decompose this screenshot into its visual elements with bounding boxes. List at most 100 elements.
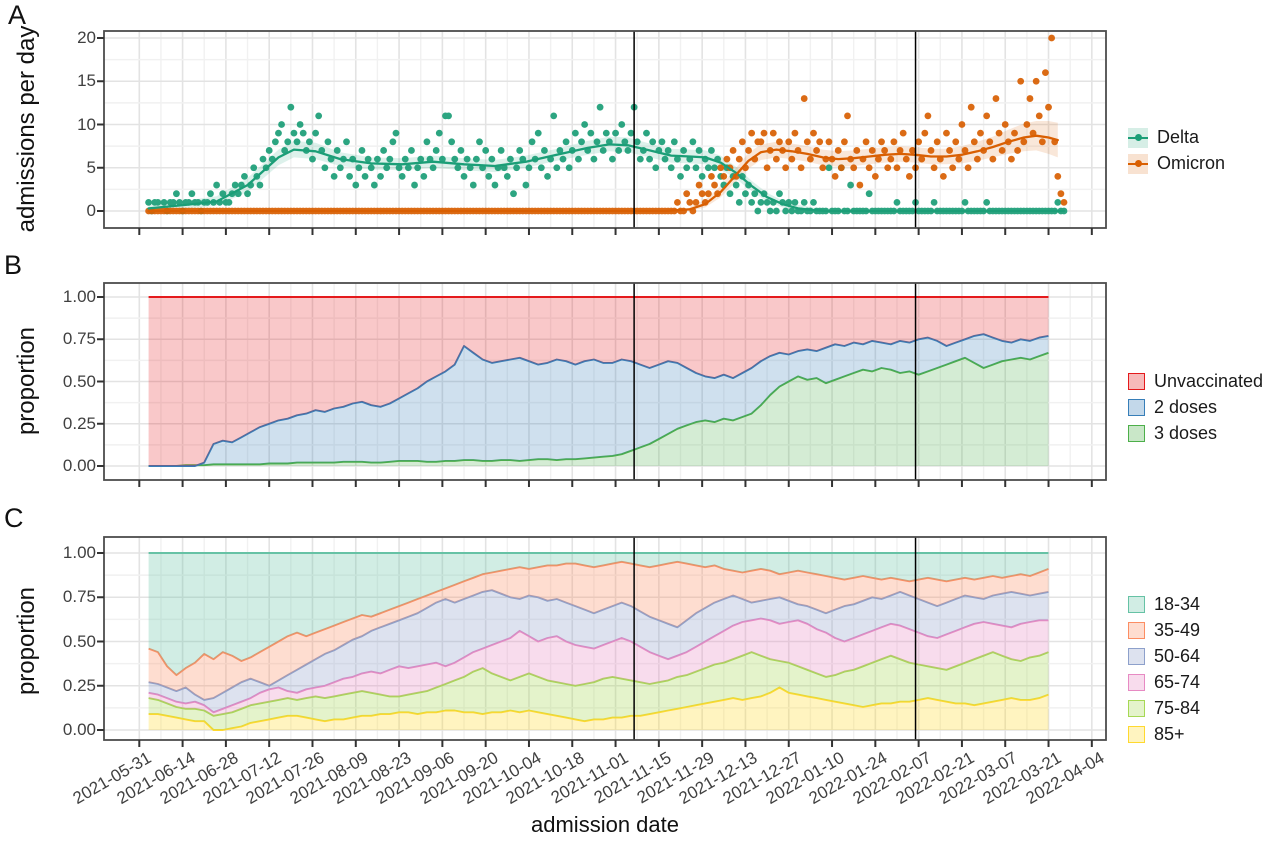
delta-point (590, 155, 598, 163)
omicron-point (881, 147, 889, 154)
omicron-point (899, 129, 907, 137)
omicron-point (946, 147, 953, 154)
omicron-point (973, 155, 981, 163)
delta-point (469, 181, 477, 189)
panel-border (103, 30, 1107, 229)
delta-point (497, 147, 505, 154)
delta-point (355, 164, 363, 172)
delta-point (612, 129, 619, 137)
delta-point (448, 138, 456, 146)
delta-point (571, 129, 579, 137)
y-tick-label: 0.25 (62, 675, 96, 695)
delta-point (336, 164, 344, 172)
omicron-point (952, 138, 960, 146)
omicron-point (1042, 69, 1049, 76)
omicron-point (986, 138, 994, 146)
delta-point (575, 155, 582, 163)
omicron-point (844, 112, 851, 120)
delta-point (296, 121, 304, 128)
delta-point (213, 181, 221, 189)
omicron-point (943, 129, 950, 137)
delta-point (352, 181, 360, 189)
omicron-point (995, 129, 1003, 137)
omicron-point (1054, 173, 1062, 180)
omicron-point (825, 138, 833, 146)
y-tick-label: 20 (77, 28, 96, 47)
legend-item: 2 doses (1128, 397, 1263, 418)
delta-point (383, 164, 391, 172)
omicron-point (850, 164, 858, 172)
omicron-point (875, 155, 882, 163)
omicron-point (893, 164, 901, 172)
omicron-point (704, 190, 712, 198)
delta-point (624, 147, 632, 154)
delta-point (664, 147, 672, 154)
area-unvaccinated (148, 297, 1049, 466)
delta-point (503, 173, 511, 180)
delta-point (825, 164, 833, 172)
omicron-point (1017, 77, 1025, 85)
delta-point (516, 147, 524, 154)
y-tick-label: 5 (86, 157, 96, 177)
panel-a-canvas (97, 30, 1107, 235)
delta-point (751, 190, 759, 198)
legend-key-swatch (1128, 726, 1145, 743)
legend-label: 75-84 (1154, 698, 1201, 718)
delta-point (380, 147, 388, 154)
omicron-point (868, 147, 876, 154)
area-50-64 (148, 590, 1049, 713)
delta-point (670, 138, 678, 146)
y-tick-label: 0.75 (62, 587, 96, 607)
delta-point (565, 164, 573, 172)
delta-point (259, 155, 267, 163)
omicron-point (698, 190, 706, 198)
delta-point (241, 173, 248, 180)
delta-point (893, 198, 901, 206)
delta-point (250, 164, 258, 172)
delta-point (507, 155, 514, 163)
delta-point (299, 129, 307, 137)
delta-point (491, 181, 499, 189)
omicron-point (921, 129, 929, 137)
legend-label: 85+ (1154, 724, 1185, 744)
delta-point (423, 138, 431, 146)
legend-label: Omicron (1157, 153, 1226, 173)
omicron-point (692, 198, 700, 206)
omicron-point (757, 138, 765, 146)
y-tick-label: 0.50 (62, 631, 96, 651)
delta-point (602, 129, 610, 137)
delta-point (438, 155, 446, 163)
delta-point (1054, 198, 1062, 206)
omicron-point (686, 198, 694, 206)
omicron-point (958, 121, 966, 128)
delta-point (169, 198, 177, 206)
delta-point (782, 207, 790, 215)
delta-point (847, 181, 854, 189)
delta-point (667, 164, 675, 172)
delta-point (207, 190, 214, 198)
omicron-point (772, 155, 780, 163)
omicron-point (927, 147, 935, 154)
omicron-point (748, 129, 756, 137)
delta-point (392, 129, 400, 137)
delta-point (330, 173, 338, 180)
delta-point (231, 181, 239, 189)
panel-border (103, 536, 1107, 741)
delta-point (754, 207, 762, 215)
delta-point (463, 155, 471, 163)
panel-c-plot (97, 536, 1107, 747)
omicron-point (837, 164, 845, 172)
legend-key-swatch (1128, 399, 1145, 416)
legend-key-swatch (1128, 596, 1145, 613)
delta-point (791, 198, 799, 206)
delta-point (389, 138, 397, 146)
omicron-point (905, 173, 913, 180)
delta-point (287, 103, 295, 111)
legend-label: Unvaccinated (1154, 371, 1264, 391)
panel-b-canvas (97, 282, 1107, 487)
boundary-line-65-74 (148, 617, 1049, 714)
omicron-point (871, 173, 879, 180)
delta-point (695, 147, 703, 154)
delta-point (386, 155, 394, 163)
omicron-point (695, 181, 703, 189)
